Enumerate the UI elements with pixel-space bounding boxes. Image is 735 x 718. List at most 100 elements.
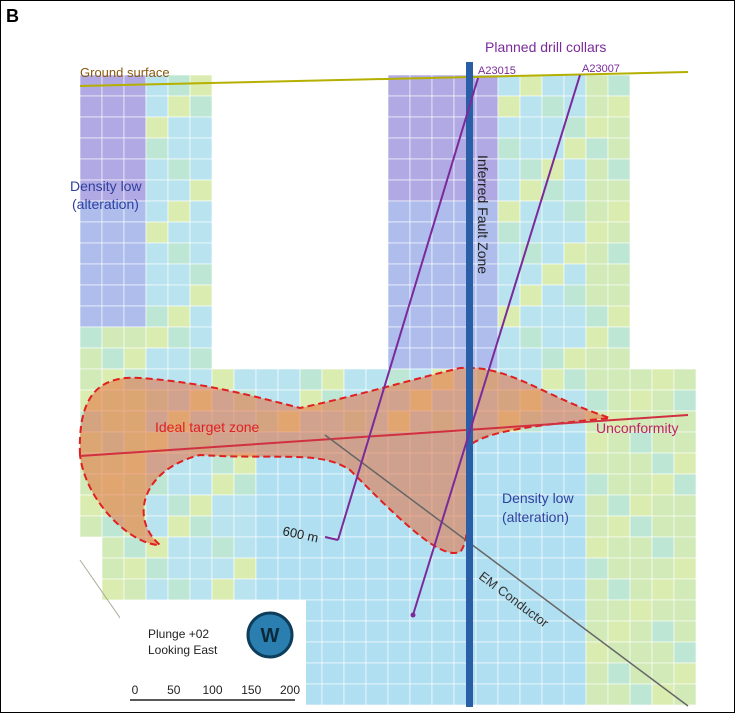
voxel [146, 306, 168, 327]
voxel [432, 285, 454, 306]
voxel [564, 537, 586, 558]
voxel [498, 642, 520, 663]
voxel [168, 579, 190, 600]
voxel [234, 369, 256, 390]
voxel [146, 264, 168, 285]
voxel [366, 516, 388, 537]
voxel [322, 474, 344, 495]
voxel [278, 369, 300, 390]
voxel [608, 621, 630, 642]
voxel [476, 537, 498, 558]
voxel [630, 495, 652, 516]
voxel [190, 222, 212, 243]
voxel [564, 264, 586, 285]
voxel [520, 558, 542, 579]
voxel [630, 474, 652, 495]
voxel [146, 180, 168, 201]
scale-label: 200 [280, 683, 300, 697]
voxel [608, 138, 630, 159]
voxel [256, 474, 278, 495]
voxel [476, 621, 498, 642]
voxel [520, 96, 542, 117]
voxel [102, 285, 124, 306]
voxel [234, 474, 256, 495]
voxel [586, 180, 608, 201]
voxel [410, 201, 432, 222]
voxel [652, 537, 674, 558]
voxel [234, 579, 256, 600]
voxel [432, 138, 454, 159]
voxel [498, 558, 520, 579]
legend-text: Plunge +02 [148, 627, 209, 641]
voxel [212, 558, 234, 579]
voxel [278, 495, 300, 516]
voxel [212, 369, 234, 390]
voxel [498, 306, 520, 327]
voxel [586, 117, 608, 138]
voxel [168, 201, 190, 222]
voxel [652, 516, 674, 537]
voxel [146, 348, 168, 369]
voxel [322, 642, 344, 663]
voxel [168, 348, 190, 369]
voxel [608, 474, 630, 495]
voxel [542, 579, 564, 600]
voxel [124, 348, 146, 369]
voxel [190, 474, 212, 495]
label: A23007 [582, 63, 620, 75]
voxel [124, 327, 146, 348]
voxel [630, 600, 652, 621]
voxel [256, 579, 278, 600]
voxel [410, 96, 432, 117]
voxel [630, 516, 652, 537]
voxel [300, 558, 322, 579]
voxel [476, 117, 498, 138]
voxel [520, 138, 542, 159]
voxel [542, 558, 564, 579]
voxel [586, 348, 608, 369]
voxel [630, 621, 652, 642]
voxel [476, 516, 498, 537]
voxel [388, 243, 410, 264]
voxel [388, 579, 410, 600]
voxel [608, 684, 630, 705]
voxel [432, 579, 454, 600]
voxel [344, 663, 366, 684]
fault-zone-bar [466, 62, 473, 707]
voxel [366, 600, 388, 621]
voxel [608, 264, 630, 285]
voxel [542, 453, 564, 474]
voxel [410, 243, 432, 264]
voxel [630, 642, 652, 663]
voxel [344, 369, 366, 390]
voxel [542, 348, 564, 369]
voxel [102, 117, 124, 138]
voxel [388, 621, 410, 642]
voxel [586, 222, 608, 243]
voxel [652, 642, 674, 663]
voxel [498, 684, 520, 705]
voxel [432, 621, 454, 642]
voxel [476, 306, 498, 327]
voxel [344, 684, 366, 705]
voxel [388, 264, 410, 285]
voxel [674, 621, 696, 642]
voxel [388, 180, 410, 201]
voxel [564, 684, 586, 705]
voxel [520, 75, 542, 96]
voxel [520, 537, 542, 558]
voxel [498, 201, 520, 222]
voxel [432, 600, 454, 621]
voxel [124, 159, 146, 180]
voxel [102, 537, 124, 558]
voxel [388, 537, 410, 558]
scale-label: 0 [132, 683, 139, 697]
voxel [542, 684, 564, 705]
voxel [498, 243, 520, 264]
voxel [322, 558, 344, 579]
voxel [520, 642, 542, 663]
voxel [476, 327, 498, 348]
voxel [586, 243, 608, 264]
voxel [432, 96, 454, 117]
voxel [124, 306, 146, 327]
